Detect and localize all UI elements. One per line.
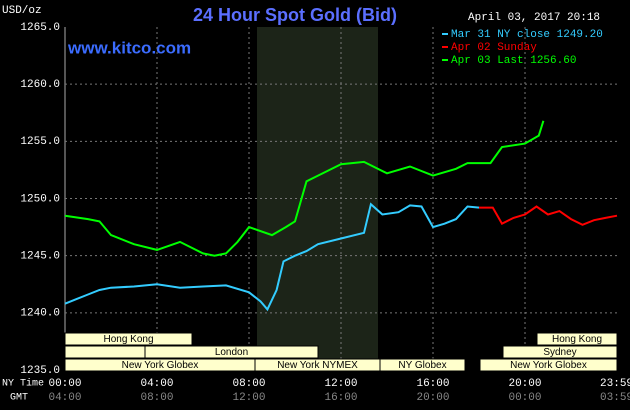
- chart-title: 24 Hour Spot Gold (Bid): [193, 5, 397, 25]
- x-row-label: GMT: [10, 393, 28, 404]
- session-box: [502, 345, 618, 359]
- session-box: [479, 358, 618, 372]
- gmt-tick-label: 16:00: [324, 392, 357, 404]
- session-label: New York Globex: [122, 360, 199, 371]
- series-line: [479, 205, 618, 226]
- x-tick-label: 20:00: [508, 378, 541, 390]
- session-box: [64, 345, 146, 359]
- x-tick-label: 16:00: [416, 378, 449, 390]
- y-tick-label: 1245.0: [20, 251, 60, 263]
- legend-label: Mar 31 NY close 1249.20: [451, 29, 603, 41]
- y-tick-label: 1250.0: [20, 193, 60, 205]
- session-box: [144, 345, 319, 359]
- legend-label: Apr 02 Sunday: [451, 42, 537, 54]
- session-label: Hong Kong: [103, 334, 153, 345]
- timestamp: April 03, 2017 20:18: [468, 12, 600, 24]
- y-tick-label: 1240.0: [20, 308, 60, 320]
- y-tick-label: 1255.0: [20, 136, 60, 148]
- gmt-tick-label: 04:00: [48, 392, 81, 404]
- session-label: Sydney: [543, 347, 576, 358]
- legend-label: Apr 03 Last 1256.60: [451, 55, 576, 67]
- y-tick-label: 1235.0: [20, 365, 60, 377]
- gmt-tick-label: 03:59: [600, 392, 630, 404]
- gmt-tick-label: 00:00: [508, 392, 541, 404]
- x-tick-label: 08:00: [232, 378, 265, 390]
- overlap-shade: [257, 27, 378, 370]
- session-box: [379, 358, 466, 372]
- x-tick-label: 00:00: [48, 378, 81, 390]
- gmt-tick-label: 08:00: [140, 392, 173, 404]
- x-tick-label: 04:00: [140, 378, 173, 390]
- session-label: New York Globex: [510, 360, 587, 371]
- session-label: London: [215, 347, 248, 358]
- session-box: [536, 332, 618, 346]
- gmt-tick-label: 12:00: [232, 392, 265, 404]
- series-line: [64, 120, 545, 257]
- session-label: NY Globex: [398, 360, 446, 371]
- session-label: Hong Kong: [552, 334, 602, 345]
- source: www.kitco.com: [67, 38, 191, 57]
- y-label: USD/oz: [2, 5, 42, 17]
- gmt-tick-label: 20:00: [416, 392, 449, 404]
- x-tick-label: 23:59: [600, 378, 630, 390]
- series-line: [64, 202, 480, 312]
- x-tick-label: 12:00: [324, 378, 357, 390]
- y-tick-label: 1260.0: [20, 79, 60, 91]
- x-row-label: NY Time: [2, 378, 44, 390]
- session-box: [64, 332, 193, 346]
- session-label: New York NYMEX: [277, 360, 358, 371]
- y-tick-label: 1265.0: [20, 22, 60, 34]
